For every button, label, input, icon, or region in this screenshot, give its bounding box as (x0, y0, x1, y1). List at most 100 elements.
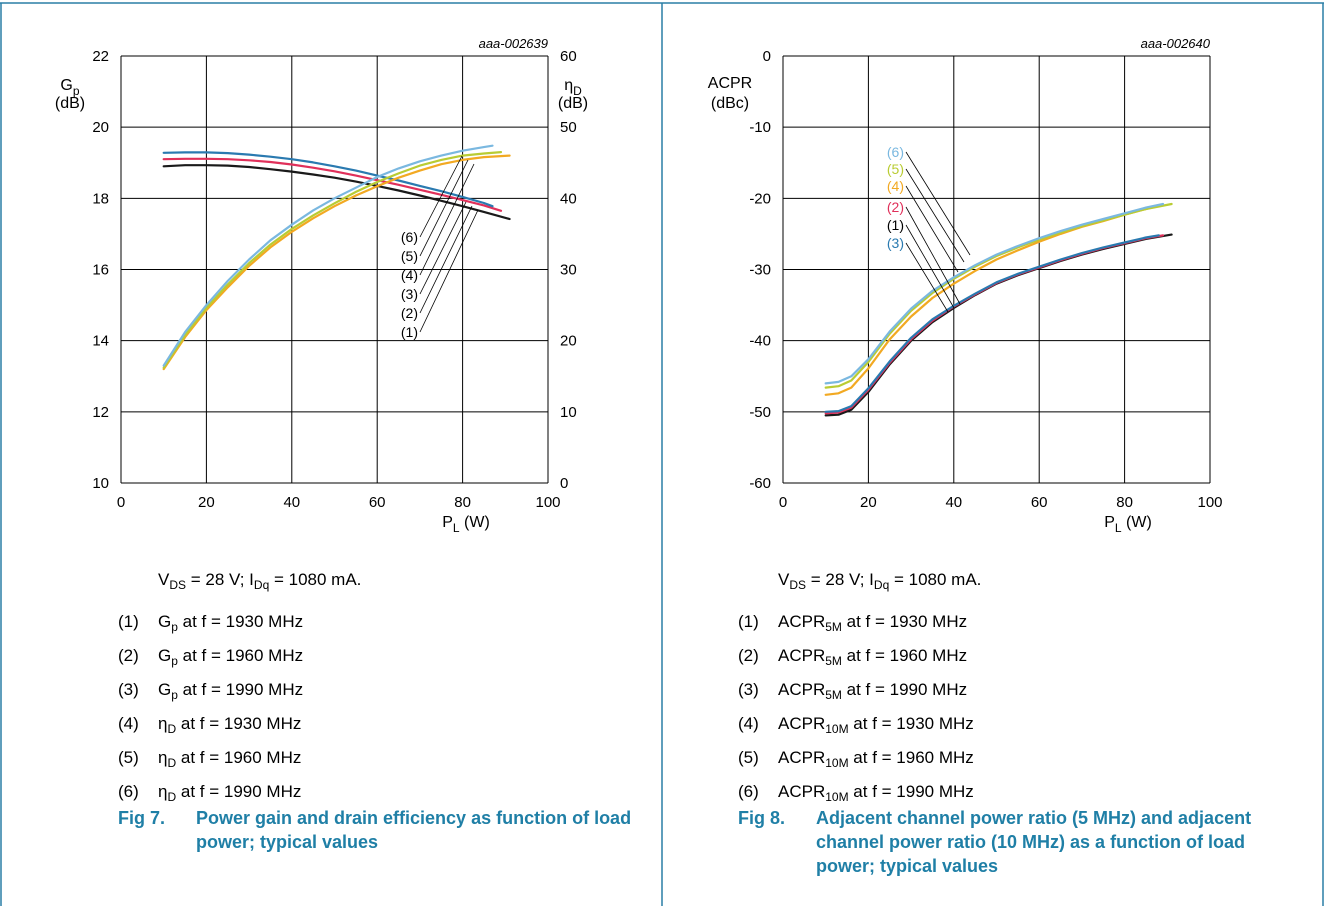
fig7-legend: (1) Gp at f = 1930 MHz (2) Gp at f = 1960 M… (118, 612, 303, 816)
fig7-legend-condition: at f = 1930 MHz (176, 714, 302, 733)
fig7-legend-condition: at f = 1960 MHz (177, 646, 304, 665)
c8-callout-leader (905, 168, 965, 263)
fig7-legend-item: (6) ηD at f = 1990 MHz (118, 782, 303, 816)
fig8-legend-text: ACPR5M at f = 1960 MHz (778, 646, 967, 680)
c8-x-tick-label: 60 (1031, 494, 1048, 511)
c7-y-right-tick-label: 30 (560, 262, 577, 279)
c7-y-left-tick-label: 22 (92, 48, 109, 65)
fig7-legend-number: (4) (118, 714, 139, 733)
c7-y-right-tick-label: 0 (560, 475, 568, 492)
fig8-legend-subscript: 10M (825, 790, 849, 804)
c8-series-line-4 (824, 204, 1160, 396)
fig7-cond-v: V (158, 570, 170, 589)
fig7-callouts: (6) (5) (4) (3) (2) (1) (401, 155, 479, 340)
fig7-legend-text: ηD at f = 1930 MHz (158, 714, 301, 748)
fig8-legend-item: (3) ACPR5M at f = 1990 MHz (738, 680, 974, 714)
fig7-legend-number: (1) (118, 612, 139, 631)
c7-x-tick-label: 40 (283, 494, 300, 511)
fig8-y-unit: (dBc) (711, 95, 749, 112)
c7-series-line-5 (162, 151, 503, 369)
c8-callout-leader (905, 242, 949, 313)
fig7-caption-number: Fig 7. (118, 808, 166, 828)
fig7-legend-text: Gp at f = 1930 MHz (158, 612, 303, 646)
fig8-legend-item: (1) ACPR5M at f = 1930 MHz (738, 612, 974, 646)
c7-y-left-tick-label: 18 (92, 190, 109, 207)
fig7-tick-labels: 0 20 40 60 80 100 10 12 14 16 18 20 22 0 10 20 30 40 50 60 (92, 48, 576, 511)
fig7-chart: aaa-002639 0 20 40 60 80 100 10 12 14 16 18 20 22 0 10… (55, 36, 588, 535)
c7-x-tick-label: 0 (117, 494, 125, 511)
fig8-caption-number: Fig 8. (738, 808, 786, 828)
c8-y-left-tick-label: -50 (749, 404, 771, 421)
fig8-legend-text: ACPR5M at f = 1990 MHz (778, 680, 967, 714)
c7-callout-leader (419, 205, 473, 314)
fig7-legend-subscript: p (171, 620, 178, 634)
fig7-legend-condition: at f = 1990 MHz (176, 782, 302, 801)
c7-callout-leader (419, 209, 479, 333)
fig8-legend-symbol: ACPR (778, 782, 826, 801)
fig7-caption-text: Power gain and drain efficiency as funct… (196, 808, 632, 852)
c7-callout-label: (1) (401, 324, 418, 340)
c7-y-right-tick-label: 10 (560, 404, 577, 421)
c7-y-right-tick-label: 40 (560, 190, 577, 207)
c7-callout-label: (3) (401, 286, 418, 302)
c8-callout-label: (5) (887, 161, 904, 177)
fig7-x-unit: (W) (460, 514, 490, 531)
fig8-legend-number: (3) (738, 680, 759, 699)
fig8-legend-item: (5) ACPR10M at f = 1960 MHz (738, 748, 974, 782)
fig7-y-left-label: Gp (60, 77, 79, 98)
fig7-legend-text: ηD at f = 1960 MHz (158, 748, 301, 782)
fig7-y-left-sub: p (73, 84, 80, 98)
fig7-legend-text: ηD at f = 1990 MHz (158, 782, 301, 816)
fig7-cond-v-rest: = 28 V; I (186, 570, 254, 589)
c8-callout-leader (905, 151, 971, 256)
c8-y-left-tick-label: 0 (763, 48, 771, 65)
fig7-y-right-sub: D (573, 84, 582, 98)
c7-callout-label: (6) (401, 229, 418, 245)
fig8-cond-i-sub: Dq (873, 578, 890, 592)
fig8-cond-v-sub: DS (789, 578, 807, 592)
fig8-legend-condition: at f = 1990 MHz (841, 680, 968, 699)
c7-callout-label: (4) (401, 267, 418, 283)
c7-series-line-2 (162, 157, 503, 212)
fig8-legend-text: ACPR10M at f = 1990 MHz (778, 782, 974, 816)
c7-y-left-tick-label: 10 (92, 475, 109, 492)
fig7-grid (120, 55, 549, 484)
c7-x-tick-label: 100 (535, 494, 560, 511)
c8-callout-label: (4) (887, 178, 904, 194)
fig7-y-right-unit: (dB) (558, 95, 588, 112)
fig8-legend-text: ACPR10M at f = 1960 MHz (778, 748, 974, 782)
fig7-legend-subscript: D (167, 722, 177, 736)
c7-y-left-tick-label: 16 (92, 262, 109, 279)
fig7-legend-condition: at f = 1930 MHz (177, 612, 304, 631)
fig8-legend-subscript: 5M (825, 620, 842, 634)
c8-series-line-5 (824, 202, 1173, 389)
c7-callout-label: (2) (401, 305, 418, 321)
c8-y-left-tick-label: -20 (749, 190, 771, 207)
fig8-legend-item: (4) ACPR10M at f = 1930 MHz (738, 714, 974, 748)
fig8-chart: aaa-002640 0 20 40 60 80 100 -60 -50 -40 -30 -20 -1… (708, 36, 1223, 535)
fig8-y-label: ACPR (708, 75, 752, 92)
fig8-x-symbol: P (1104, 514, 1115, 531)
fig8-grid (782, 55, 1211, 484)
fig7-cond-i-rest: = 1080 mA. (269, 570, 362, 589)
fig7-legend-symbol: η (158, 714, 168, 733)
fig8-caption: Fig 8. Adjacent channel power ratio (5 M… (738, 806, 1298, 878)
fig7-legend-subscript: D (167, 790, 177, 804)
fig8-legend-symbol: ACPR (778, 680, 826, 699)
fig8-x-unit: (W) (1122, 514, 1152, 531)
fig7-legend-item: (4) ηD at f = 1930 MHz (118, 714, 303, 748)
c7-x-tick-label: 20 (198, 494, 215, 511)
fig8-legend-number: (1) (738, 612, 759, 631)
fig7-legend-text: Gp at f = 1990 MHz (158, 680, 303, 714)
fig7-legend-number: (2) (118, 646, 139, 665)
c7-y-right-tick-label: 60 (560, 48, 577, 65)
fig7-legend-subscript: D (167, 756, 177, 770)
fig7-x-symbol: P (442, 514, 453, 531)
c8-callout-label: (6) (887, 144, 904, 160)
fig7-legend-item: (1) Gp at f = 1930 MHz (118, 612, 303, 646)
fig8-legend-symbol: ACPR (778, 714, 826, 733)
fig7-legend-item: (3) Gp at f = 1990 MHz (118, 680, 303, 714)
fig7-y-right-label: ηD (564, 77, 582, 98)
c7-x-tick-label: 60 (369, 494, 386, 511)
fig8-legend-item: (2) ACPR5M at f = 1960 MHz (738, 646, 974, 680)
